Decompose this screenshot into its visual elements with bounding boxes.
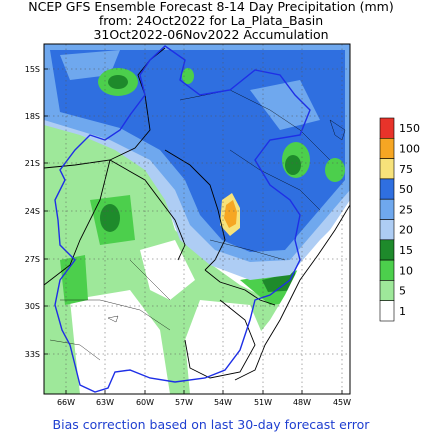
precip-50mm-hole xyxy=(250,80,320,130)
ocean xyxy=(225,200,350,394)
legend-label: 25 xyxy=(399,203,413,216)
legend-swatch xyxy=(379,198,395,220)
lon-label: 48W xyxy=(293,398,311,407)
border-chile-argentina xyxy=(43,159,111,286)
legend-label: 1 xyxy=(399,305,406,318)
legend-label: 15 xyxy=(399,244,413,257)
graticule xyxy=(44,44,350,394)
state-border xyxy=(129,259,171,301)
title-line-3: 31Oct2022-06Nov2022 Accumulation xyxy=(93,27,329,42)
lat-label: 30S xyxy=(25,302,40,311)
lat-label: 33S xyxy=(25,350,40,359)
colorbar-legend: 150 100 75 50 25 20 15 10 5 1 xyxy=(379,117,420,322)
lat-label: 27S xyxy=(25,255,40,264)
precip-15mm-core xyxy=(108,75,128,89)
title-line-2: from: 24Oct2022 for La_Plata_Basin xyxy=(98,13,324,28)
legend-swatch xyxy=(379,158,395,180)
precip-10mm-patch xyxy=(182,68,194,84)
state-border xyxy=(49,339,101,361)
legend-label: 100 xyxy=(399,142,420,155)
border-paraguay-brazil xyxy=(164,149,226,271)
legend-swatch xyxy=(379,239,395,261)
lat-label: 24S xyxy=(25,207,40,216)
legend-swatch xyxy=(379,259,395,281)
lon-label: 57W xyxy=(175,398,193,407)
border-argentina-brazil xyxy=(204,269,276,306)
state-border xyxy=(229,149,321,211)
footer-note: Bias correction based on last 30-day for… xyxy=(52,417,370,432)
legend-label: 20 xyxy=(399,224,413,237)
lat-label: 18S xyxy=(25,112,40,121)
state-border xyxy=(60,299,171,331)
precip-150mm-core xyxy=(224,200,237,228)
coastline xyxy=(234,204,351,381)
legend-swatch xyxy=(379,280,395,301)
lat-label: 21S xyxy=(25,159,40,168)
lon-label: 54W xyxy=(214,398,232,407)
lon-label: 66W xyxy=(57,398,75,407)
border-uruguay xyxy=(184,299,256,379)
lon-label: 45W xyxy=(333,398,351,407)
precip-15mm-core xyxy=(100,204,120,232)
dry-region-center xyxy=(140,240,195,300)
legend-swatch xyxy=(379,178,395,200)
legend-swatch xyxy=(379,300,395,322)
legend-swatch xyxy=(379,138,395,159)
precip-10mm-patch xyxy=(325,158,345,182)
island-outline xyxy=(107,315,119,323)
state-border xyxy=(209,239,286,261)
precip-field xyxy=(44,44,350,394)
lon-label: 60W xyxy=(136,398,154,407)
lon-label: 51W xyxy=(254,398,272,407)
legend-swatch xyxy=(379,219,395,241)
lat-label: 15S xyxy=(25,65,40,74)
title-line-1: NCEP GFS Ensemble Forecast 8-14 Day Prec… xyxy=(28,0,394,14)
border-paraguay-argentina xyxy=(109,159,186,261)
legend-swatch xyxy=(379,117,395,139)
legend-label: 50 xyxy=(399,183,413,196)
lon-label: 63W xyxy=(96,398,114,407)
tick-labels: 15S 18S 21S 24S 27S 30S 33S 66W 63W 60W 57W 54W 51W 4… xyxy=(25,65,351,407)
legend-label: 75 xyxy=(399,163,413,176)
legend-label: 10 xyxy=(399,264,413,277)
legend-label: 150 xyxy=(399,122,420,135)
precip-15mm-core xyxy=(285,155,301,175)
map-frame xyxy=(43,43,351,395)
basin-outline xyxy=(54,45,311,393)
state-borders xyxy=(49,89,346,361)
legend-label: 5 xyxy=(399,285,406,298)
